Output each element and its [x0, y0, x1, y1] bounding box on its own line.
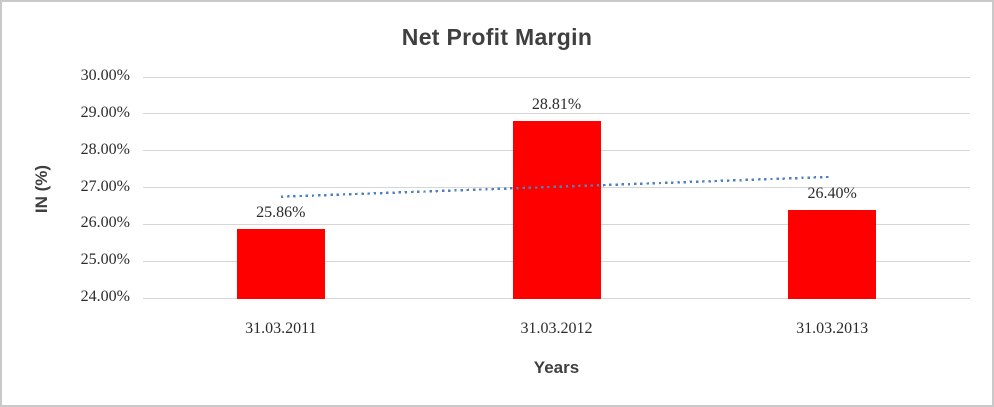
gridline — [143, 76, 970, 78]
trendline — [280, 175, 833, 198]
x-axis-tick-label: 31.03.2013 — [796, 320, 869, 337]
bar-data-label: 25.86% — [256, 204, 306, 222]
gridline — [143, 113, 970, 115]
x-axis-title: Years — [533, 358, 580, 377]
y-axis-tick-label: 30.00% — [80, 67, 130, 84]
y-axis-tick-label: 25.00% — [80, 251, 130, 269]
y-axis-tick-label: 28.00% — [80, 140, 130, 158]
trendline-path — [280, 175, 833, 198]
bar-31.03.2011 — [236, 229, 325, 299]
y-axis-tick-label: 29.00% — [80, 103, 130, 121]
bar-31.03.2013 — [788, 209, 877, 299]
y-axis-tick-label: 27.00% — [80, 177, 130, 195]
x-axis-tick-label: 31.03.2012 — [520, 320, 593, 337]
bar-31.03.2012 — [512, 120, 601, 299]
bar-data-label: 26.40% — [807, 184, 857, 202]
chart-title: Net Profit Margin — [401, 24, 593, 50]
x-axis-tick-label: 31.03.2011 — [245, 320, 317, 337]
y-axis-tick-label: 24.00% — [80, 288, 130, 305]
bar-data-label: 28.81% — [531, 95, 582, 113]
y-axis-tick-label: 26.00% — [80, 214, 130, 232]
